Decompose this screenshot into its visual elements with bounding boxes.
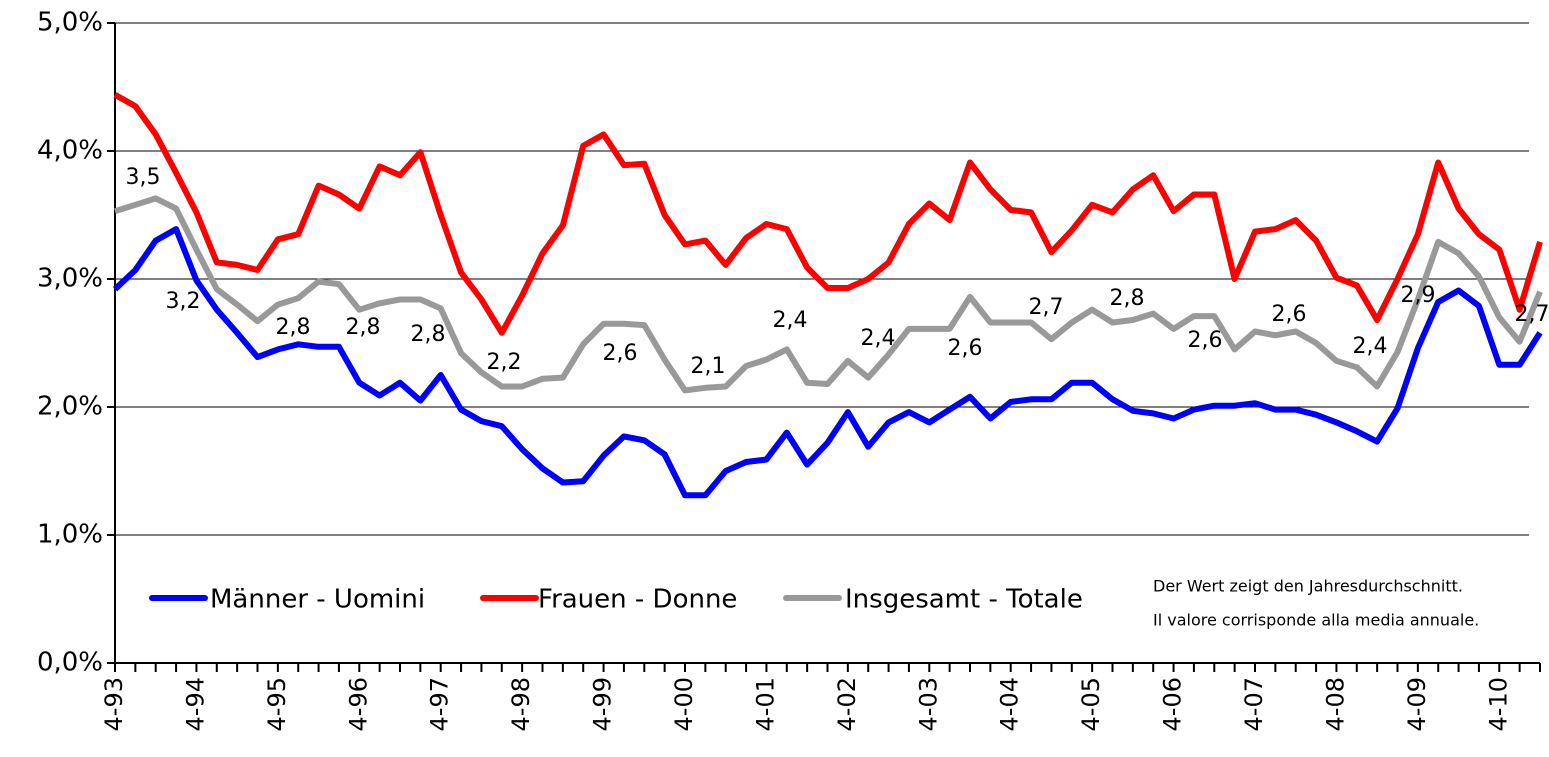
x-tick-label: 4-08 bbox=[1321, 677, 1349, 731]
x-tick-label: 4-94 bbox=[181, 677, 209, 731]
y-tick-label: 0,0% bbox=[37, 648, 103, 678]
annotation: 2,6 bbox=[948, 336, 983, 361]
annotation: 2,4 bbox=[861, 326, 896, 351]
x-tick-label: 4-00 bbox=[670, 677, 698, 731]
y-tick-label: 1,0% bbox=[37, 520, 103, 550]
x-tick-label: 4-02 bbox=[833, 677, 861, 731]
annotation: 2,9 bbox=[1401, 283, 1436, 308]
series-line bbox=[113, 92, 1543, 336]
x-tick-label: 4-01 bbox=[751, 677, 779, 731]
x-tick-label: 4-04 bbox=[996, 677, 1024, 731]
annotation: 2,8 bbox=[276, 315, 311, 340]
annotation: 2,4 bbox=[1353, 334, 1388, 359]
annotation: 3,2 bbox=[166, 289, 201, 314]
annotation: 2,6 bbox=[1188, 328, 1223, 353]
y-tick-label: 2,0% bbox=[37, 392, 103, 422]
series-line bbox=[114, 195, 1543, 394]
annotation: 2,4 bbox=[773, 308, 808, 333]
series-line bbox=[112, 226, 1543, 499]
x-tick-label: 4-07 bbox=[1240, 677, 1268, 731]
x-tick-label: 4-05 bbox=[1077, 677, 1105, 731]
x-tick-label: 4-99 bbox=[589, 677, 617, 731]
legend-label: Frauen - Donne bbox=[538, 585, 737, 615]
y-tick-label: 4,0% bbox=[37, 136, 103, 166]
annotation: 2,6 bbox=[603, 341, 638, 366]
annotation: 2,8 bbox=[346, 315, 381, 340]
x-tick-label: 4-03 bbox=[914, 677, 942, 731]
legend-label: Insgesamt - Totale bbox=[845, 585, 1083, 615]
x-tick-label: 4-95 bbox=[263, 677, 291, 731]
x-tick-label: 4-06 bbox=[1159, 677, 1187, 731]
x-tick-label: 4-96 bbox=[344, 677, 372, 731]
note-line: Der Wert zeigt den Jahresdurchschnitt. bbox=[1153, 577, 1463, 596]
x-tick-label: 4-09 bbox=[1403, 677, 1431, 731]
y-tick-label: 3,0% bbox=[37, 264, 103, 294]
annotation: 2,8 bbox=[411, 322, 446, 347]
legend-label: Männer - Uomini bbox=[210, 585, 425, 615]
annotation: 2,2 bbox=[487, 350, 522, 375]
x-tick-label: 4-98 bbox=[507, 677, 535, 731]
x-tick-label: 4-93 bbox=[100, 677, 128, 731]
y-tick-label: 5,0% bbox=[37, 8, 103, 38]
x-tick-label: 4-10 bbox=[1484, 677, 1512, 731]
annotation: 2,6 bbox=[1272, 302, 1307, 327]
annotation: 2,7 bbox=[1515, 302, 1549, 327]
note-line: Il valore corrisponde alla media annuale… bbox=[1153, 611, 1479, 630]
annotation: 2,1 bbox=[691, 354, 726, 379]
annotation: 3,5 bbox=[126, 165, 161, 190]
annotation: 2,7 bbox=[1029, 295, 1064, 320]
annotation: 2,8 bbox=[1110, 286, 1145, 311]
x-tick-label: 4-97 bbox=[426, 677, 454, 731]
